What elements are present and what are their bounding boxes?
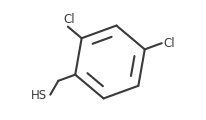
- Text: Cl: Cl: [163, 37, 174, 50]
- Text: HS: HS: [31, 89, 47, 102]
- Text: Cl: Cl: [63, 13, 74, 26]
